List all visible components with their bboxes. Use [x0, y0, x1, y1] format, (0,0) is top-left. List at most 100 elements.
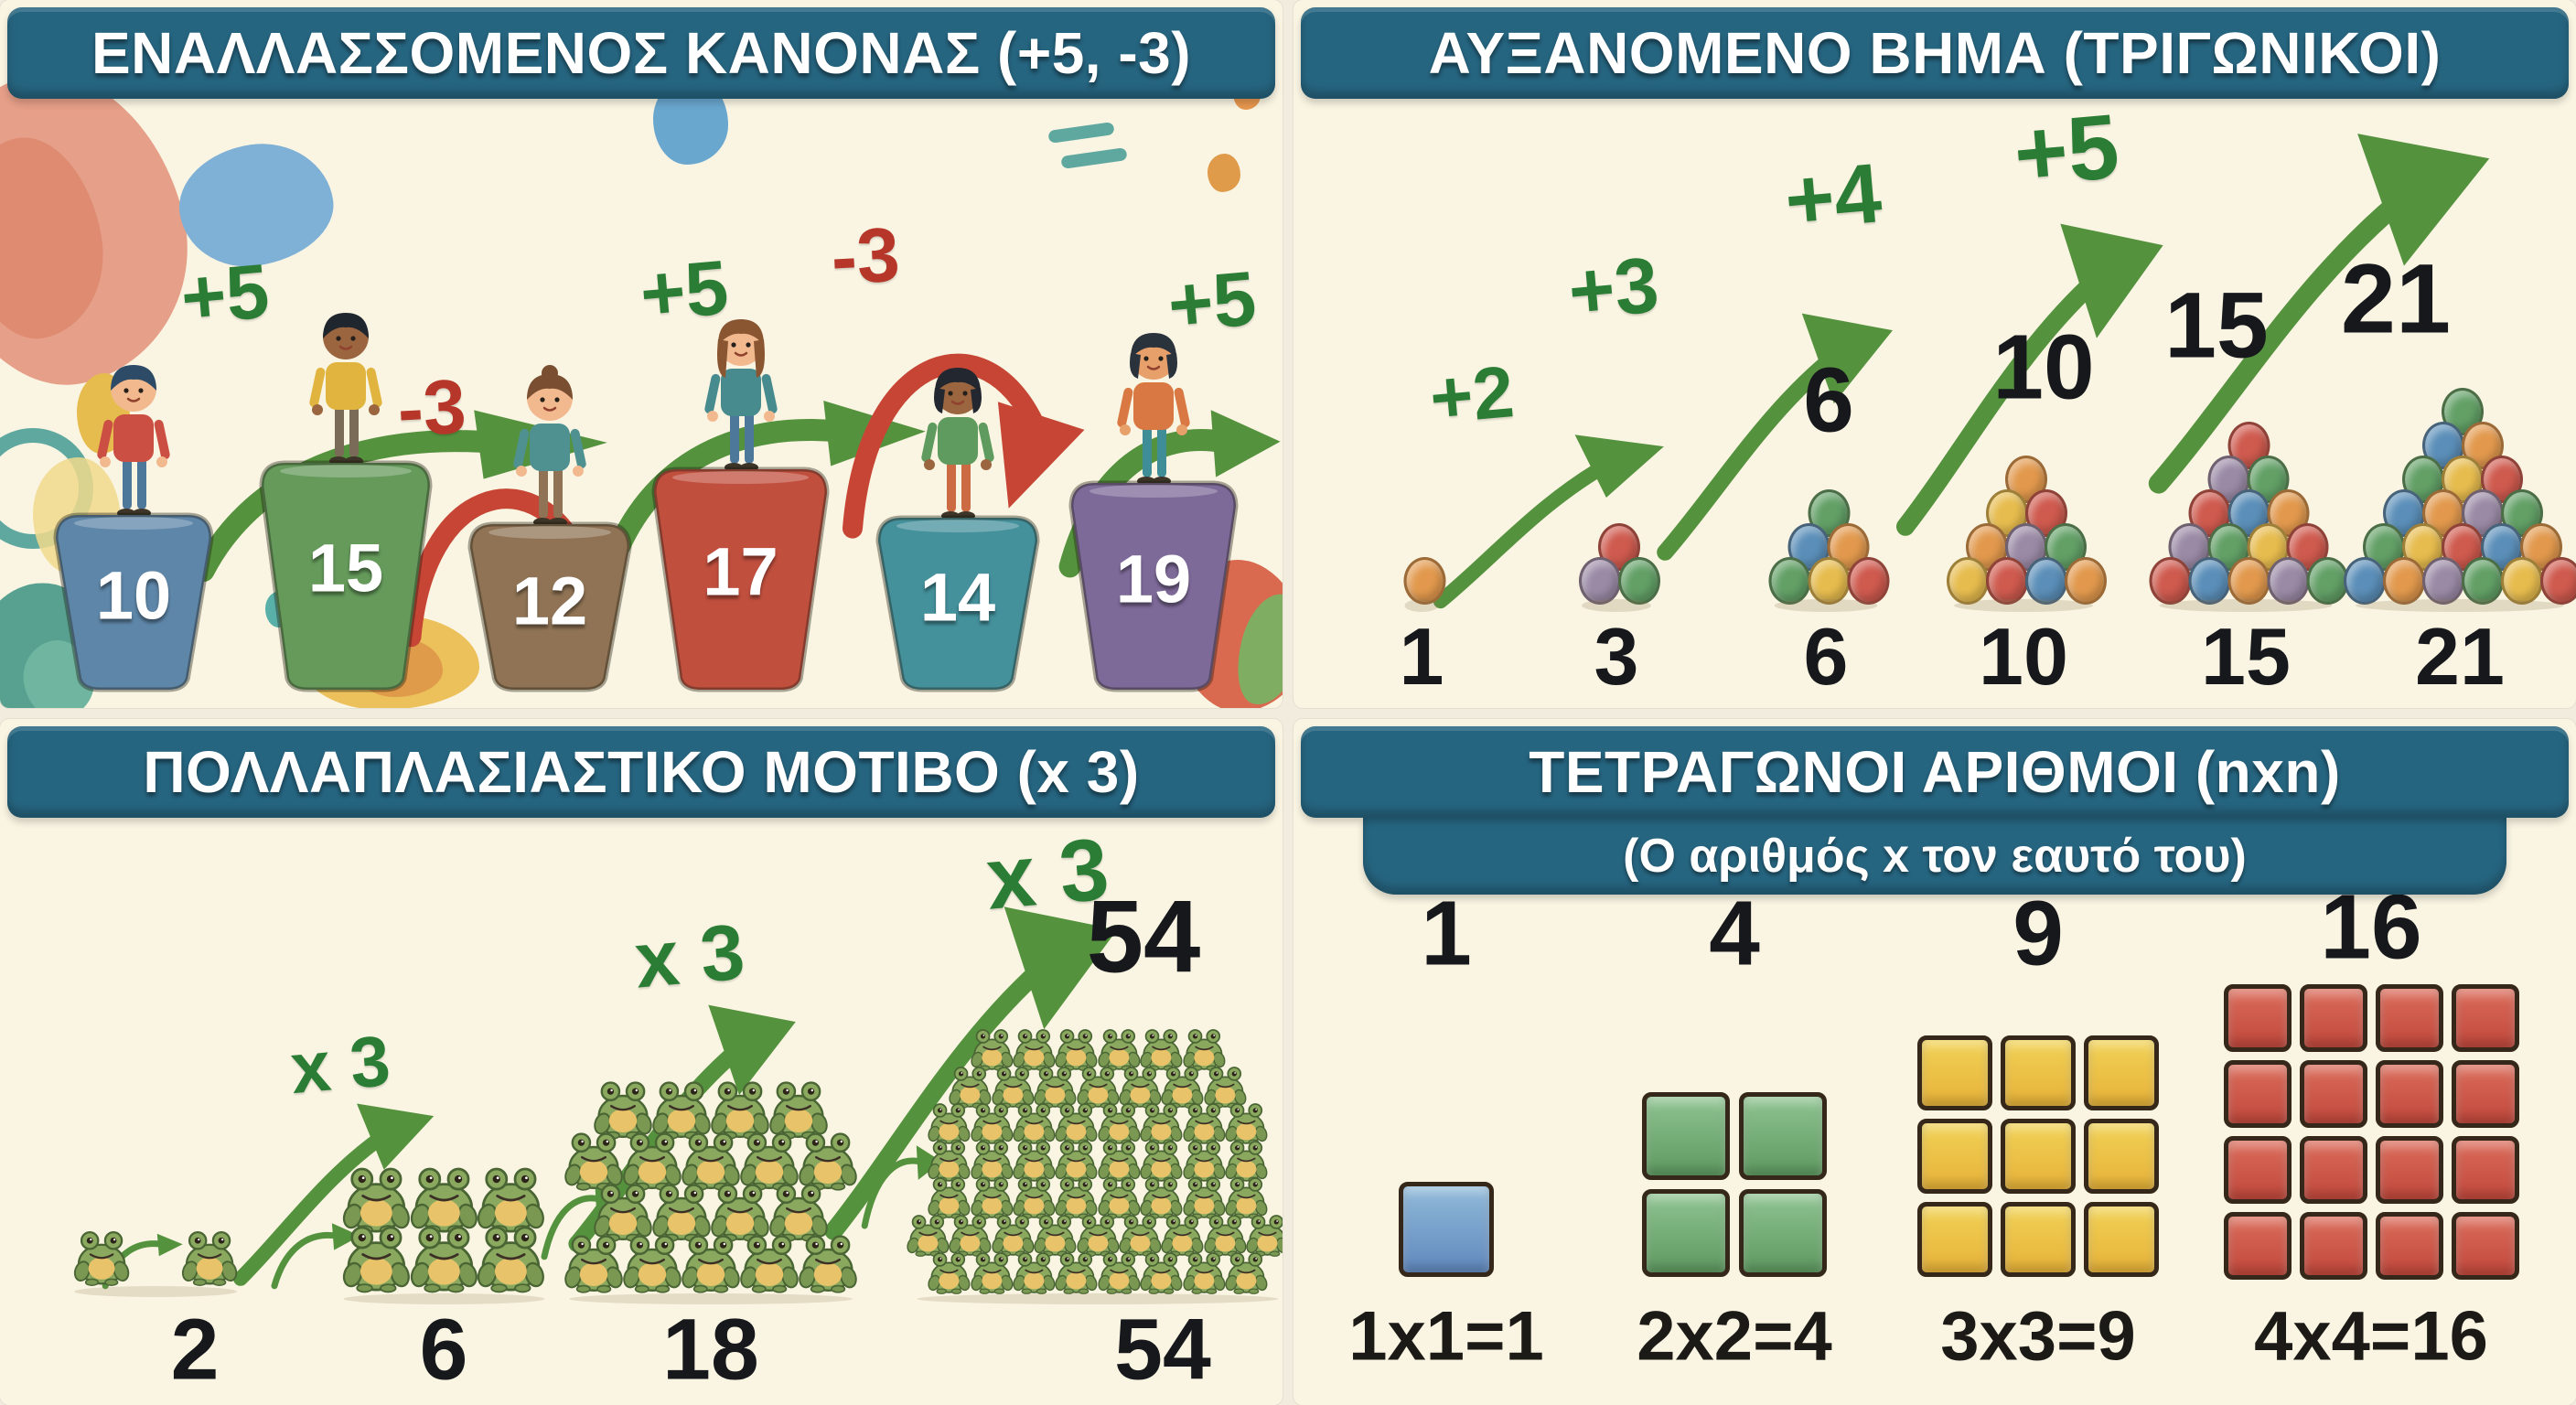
ball-icon: [1847, 557, 1889, 605]
ball-icon: [2382, 557, 2425, 605]
panel-square-numbers: ΤΕΤΡΑΓΩΝΟΙ ΑΡΙΘΜΟΙ (nxn) (Ο αριθμός x το…: [1293, 719, 2576, 1405]
step-label-plus2: +2: [1426, 350, 1518, 439]
square-tile: [2224, 984, 2292, 1052]
ball-icon: [2149, 557, 2191, 605]
panel-title-bar: ΑΥΞΑΝΟΜΕΝΟ ΒΗΜΑ (ΤΡΙΓΩΝΙΚΟΙ): [1301, 7, 2569, 99]
ball-icon: [2500, 557, 2543, 605]
square-grid-4x4: [2224, 984, 2519, 1280]
ball-icon: [1985, 557, 2028, 605]
triangular-bottom-value: 3: [1594, 611, 1639, 702]
square-tile: [2376, 984, 2443, 1052]
square-tile: [2376, 1060, 2443, 1128]
square-tile: [1739, 1189, 1827, 1277]
step-label-plus4: +4: [1781, 146, 1885, 248]
triangular-top-value: 15: [2164, 273, 2269, 378]
platform-17: 17: [647, 462, 834, 695]
panel-triangular-numbers: ΑΥΞΑΝΟΜΕΝΟ ΒΗΜΑ (ΤΡΙΓΩΝΙΚΟΙ) +2 +3 +4 +5…: [1293, 0, 2576, 708]
panel-title-bar: ΠΟΛΛΑΠΛΑΣΙΑΣΤΙΚΟ ΜΟΤΙΒΟ (x 3): [7, 726, 1275, 818]
step-label-plus5-2: +5: [637, 243, 732, 338]
arrow-x3-3-icon: [810, 897, 1118, 1245]
square-tile: [1642, 1189, 1730, 1277]
platform-number: 10: [95, 557, 172, 634]
panel-subtitle: (Ο αριθμός x τον εαυτό του): [1623, 830, 2247, 883]
square-equation: 3x3=9: [1940, 1297, 2136, 1376]
frog-icon: [178, 1231, 240, 1287]
frog-group-2: [67, 1224, 244, 1297]
ball-pyramid-1: [1402, 557, 1445, 612]
frog-icon: [796, 1235, 860, 1294]
watercolor-blob: [1208, 154, 1240, 192]
step-label-x3-1: x 3: [287, 1019, 393, 1110]
square-tile: [2452, 1060, 2519, 1128]
ball-icon: [1768, 557, 1810, 605]
ball-icon: [2343, 557, 2386, 605]
panel-title-bar: ΤΕΤΡΑΓΩΝΟΙ ΑΡΙΘΜΟΙ (nxn): [1301, 726, 2569, 818]
square-tile: [1917, 1202, 1992, 1277]
child-figure: [302, 302, 390, 476]
ball-icon: [2421, 557, 2464, 605]
multiplicative-bottom-value: 54: [1114, 1301, 1211, 1399]
arrow-plus3-icon: [1646, 306, 1894, 563]
step-label-minus3-1: -3: [395, 362, 468, 453]
ball-pyramid-10: [1945, 456, 2107, 612]
watercolor-dash: [1047, 122, 1115, 144]
triangular-bottom-value: 1: [1399, 611, 1444, 702]
square-equation: 1x1=1: [1348, 1297, 1544, 1376]
square-tile: [2300, 984, 2367, 1052]
step-label-minus3-2: -3: [829, 210, 902, 301]
square-tile: [2452, 1212, 2519, 1280]
square-tile: [1917, 1119, 1992, 1194]
arrow-plus4-icon: [1884, 215, 2163, 540]
ball-icon: [2227, 557, 2270, 605]
ball-icon: [2267, 557, 2309, 605]
square-tile: [2084, 1202, 2159, 1277]
square-grid-3x3: [1917, 1035, 2159, 1277]
ball-pyramid-21: [2342, 388, 2576, 612]
panel-multiplicative-pattern: ΠΟΛΛΑΠΛΑΣΙΑΣΤΙΚΟ ΜΟΤΙΒΟ (x 3) x 3 x 3 x …: [0, 719, 1283, 1405]
square-tile: [2300, 1060, 2367, 1128]
arrow-plus5-icon: [2131, 123, 2490, 499]
ball-pyramid-15: [2148, 422, 2348, 612]
multiplicative-bottom-value: 2: [170, 1301, 220, 1399]
ball-icon: [1578, 557, 1621, 605]
child-figure: [90, 354, 177, 528]
square-tile: [1399, 1182, 1494, 1277]
triangular-top-value: 10: [1992, 316, 2095, 419]
step-label-x3-2: x 3: [631, 907, 748, 1005]
square-tile: [2224, 1212, 2292, 1280]
square-tile: [1739, 1092, 1827, 1180]
step-label-plus5: +5: [2010, 94, 2123, 207]
square-tile: [2224, 1136, 2292, 1204]
square-tile: [2452, 1136, 2519, 1204]
multiplicative-top-value: 54: [1086, 879, 1201, 994]
step-label-plus5-3: +5: [1165, 254, 1260, 349]
frog-icon: [71, 1231, 133, 1287]
square-tile: [2224, 1060, 2292, 1128]
triangular-bottom-value: 21: [2415, 611, 2505, 702]
square-tile: [2376, 1212, 2443, 1280]
child-figure: [697, 308, 785, 482]
square-tile: [2084, 1119, 2159, 1194]
panel-title: ΠΟΛΛΑΠΛΑΣΙΑΣΤΙΚΟ ΜΟΤΙΒΟ (x 3): [143, 739, 1140, 805]
square-value: 4: [1709, 882, 1760, 985]
platform-number: 15: [307, 530, 384, 606]
square-tile: [1917, 1035, 1992, 1110]
child-figure: [506, 363, 594, 537]
square-tile: [2001, 1119, 2076, 1194]
triangular-top-value: 21: [2340, 242, 2452, 354]
square-tile: [2452, 984, 2519, 1052]
arrow-x3-2-icon: [558, 998, 796, 1254]
ball-pyramid-3: [1577, 523, 1660, 612]
square-grid-2x2: [1642, 1092, 1827, 1277]
square-value: 1: [1421, 882, 1472, 985]
platform-number: 19: [1115, 541, 1192, 617]
square-equation: 2x2=4: [1637, 1297, 1832, 1376]
triangular-bottom-value: 15: [2201, 611, 2291, 702]
square-equation: 4x4=16: [2254, 1297, 2488, 1376]
arrow-minus3-2-icon: [828, 293, 1085, 549]
platform-12: 12: [463, 517, 637, 695]
ball-icon: [1617, 557, 1660, 605]
square-tile: [2001, 1202, 2076, 1277]
panel-title: ΕΝΑΛΛΑΣΣΟΜΕΝΟΣ ΚΑΝΟΝΑΣ (+5, -3): [91, 20, 1192, 86]
panel-title: ΤΕΤΡΑΓΩΝΟΙ ΑΡΙΘΜΟΙ (nxn): [1529, 739, 2341, 805]
